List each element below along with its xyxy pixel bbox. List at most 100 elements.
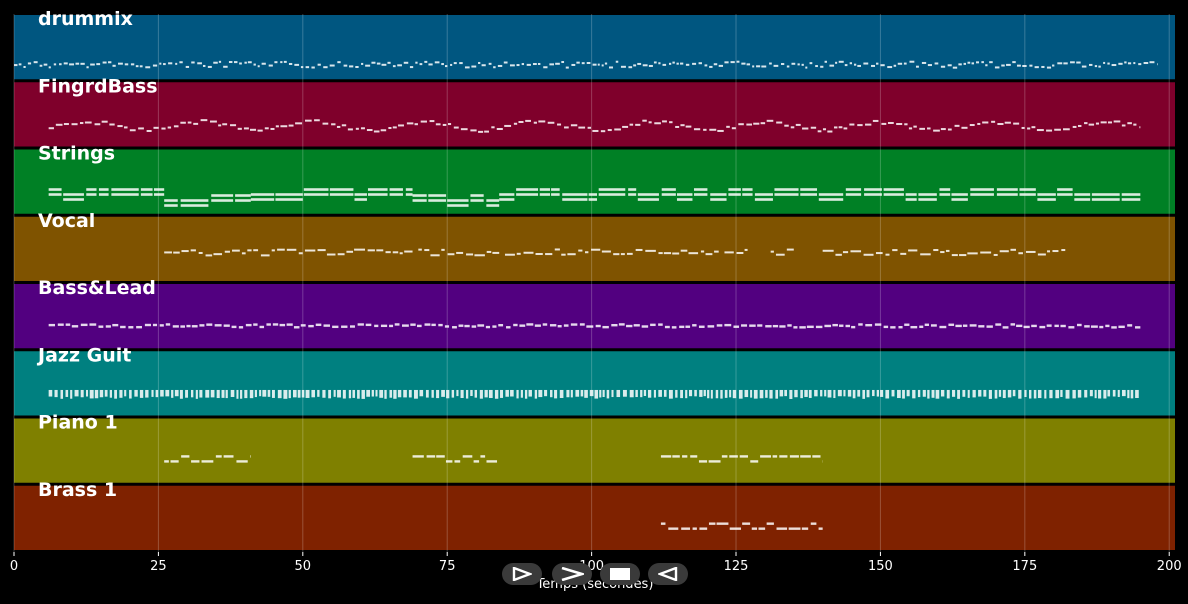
note — [360, 127, 365, 130]
note — [1010, 248, 1016, 251]
note — [622, 125, 629, 128]
note — [721, 455, 728, 458]
note — [887, 66, 893, 69]
note — [1130, 389, 1134, 399]
note — [818, 527, 823, 530]
note — [866, 389, 870, 398]
note-segment — [48, 119, 1141, 133]
note — [417, 324, 422, 328]
note — [104, 389, 108, 397]
note — [447, 253, 455, 256]
note — [724, 323, 732, 327]
note — [279, 323, 286, 327]
note — [549, 324, 557, 327]
note — [300, 66, 304, 69]
note — [845, 324, 851, 328]
note — [216, 389, 220, 399]
note — [720, 389, 723, 399]
note — [283, 389, 288, 399]
note — [71, 325, 79, 328]
note — [872, 119, 879, 122]
note — [693, 128, 701, 131]
note — [635, 389, 638, 398]
forward-button[interactable] — [552, 563, 592, 585]
note — [935, 389, 940, 399]
note — [555, 62, 560, 65]
play-button[interactable] — [502, 563, 542, 585]
note — [65, 323, 71, 326]
note — [275, 193, 303, 196]
note — [1121, 198, 1141, 201]
note — [554, 389, 558, 399]
rewind-button[interactable] — [648, 563, 688, 585]
note — [406, 122, 414, 125]
note — [267, 389, 271, 397]
note — [774, 193, 799, 196]
note — [436, 455, 445, 458]
note — [474, 254, 485, 257]
note — [939, 188, 951, 191]
note — [48, 323, 56, 327]
note — [447, 199, 469, 202]
note — [280, 61, 283, 64]
note — [357, 323, 364, 326]
note — [741, 324, 748, 327]
note — [523, 251, 534, 254]
note — [887, 121, 894, 124]
note — [629, 389, 634, 398]
note — [912, 389, 916, 399]
note — [551, 193, 560, 196]
note — [249, 128, 257, 131]
note — [685, 389, 688, 399]
note — [428, 199, 447, 202]
note — [808, 389, 812, 398]
note — [538, 120, 546, 123]
note — [863, 253, 874, 256]
note — [393, 389, 397, 399]
note — [412, 199, 427, 202]
note — [742, 522, 751, 525]
note — [89, 323, 97, 326]
note — [635, 248, 643, 251]
note — [394, 323, 400, 326]
note — [331, 123, 336, 126]
note — [1021, 126, 1025, 129]
note — [794, 389, 798, 398]
note — [729, 389, 732, 398]
note — [679, 325, 685, 329]
note — [537, 62, 541, 65]
note — [1105, 324, 1110, 328]
note — [323, 324, 330, 327]
note — [174, 389, 179, 397]
note — [481, 64, 486, 67]
note — [791, 62, 796, 65]
note — [602, 325, 609, 329]
note — [124, 63, 129, 66]
note — [160, 389, 164, 397]
note — [863, 62, 869, 65]
stop-button[interactable] — [600, 563, 640, 585]
note — [181, 455, 190, 458]
note — [337, 61, 341, 64]
note — [539, 193, 551, 196]
note — [945, 249, 950, 252]
note — [676, 62, 679, 65]
note — [486, 199, 500, 202]
note — [801, 63, 804, 66]
note — [1047, 250, 1051, 253]
note — [190, 389, 194, 398]
note — [814, 389, 818, 397]
note — [48, 66, 51, 69]
note — [173, 251, 180, 254]
note — [436, 389, 440, 399]
note — [668, 389, 673, 399]
note — [698, 325, 705, 328]
note — [1033, 389, 1037, 399]
note — [805, 66, 808, 69]
note — [703, 128, 707, 131]
note — [343, 64, 348, 67]
note — [786, 65, 790, 68]
note — [86, 66, 89, 69]
note — [464, 324, 470, 328]
note — [74, 389, 79, 397]
